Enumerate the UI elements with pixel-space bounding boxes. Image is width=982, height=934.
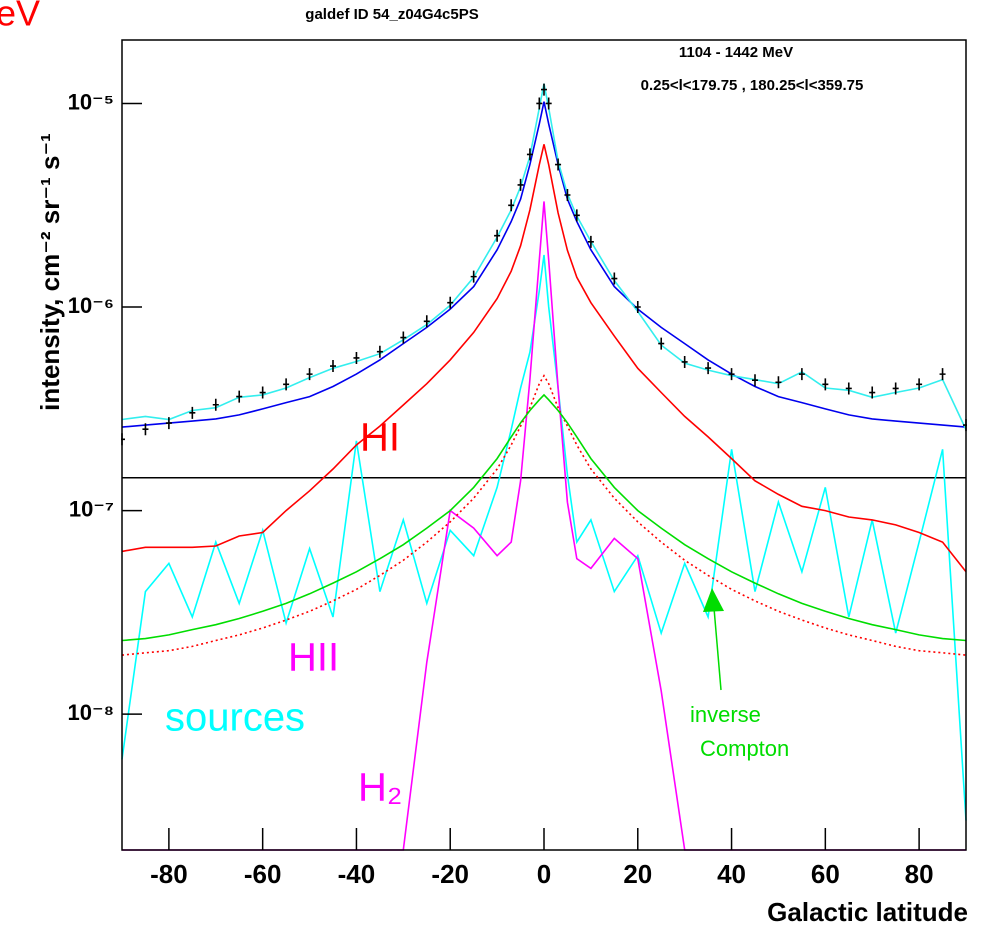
data-point (728, 368, 735, 381)
x-tick-label: -40 (338, 859, 376, 889)
y-axis-label: intensity, cm⁻² sr⁻¹ s⁻¹ (35, 133, 65, 411)
data-point (752, 374, 758, 387)
data-point (845, 382, 852, 395)
data-point (508, 199, 515, 212)
data-point (587, 235, 594, 248)
series-line (121, 101, 967, 428)
series-line (121, 254, 967, 821)
x-tick-label: 80 (905, 859, 934, 889)
corner-label: eV (0, 0, 40, 34)
data-point (564, 189, 571, 202)
annotation: Compton (700, 736, 789, 761)
annotation: HI (360, 416, 400, 460)
data-point (869, 386, 876, 399)
series-line (121, 393, 967, 642)
data-point (892, 382, 899, 395)
data-point (822, 378, 829, 391)
data-point (545, 97, 552, 110)
data-point (658, 337, 665, 350)
data-point (165, 417, 172, 430)
annotation: H₂ (358, 766, 402, 810)
x-tick-label: 0 (537, 859, 551, 889)
x-axis-label: Galactic latitude (767, 897, 968, 927)
longitude-range: 0.25<l<179.75 , 180.25<l<359.75 (641, 77, 864, 94)
y-tick-label: 10⁻⁷ (69, 496, 114, 521)
arrow-head (703, 588, 724, 612)
data-point (212, 398, 219, 411)
x-tick-label: 40 (717, 859, 746, 889)
data-point (306, 368, 313, 381)
x-tick-label: -20 (431, 859, 469, 889)
data-point (353, 351, 360, 364)
energy-range: 1104 - 1442 MeV (679, 44, 793, 61)
annotation: HII (288, 636, 339, 680)
x-tick-label: 20 (623, 859, 652, 889)
data-point (775, 376, 782, 389)
annotation: inverse (690, 702, 761, 727)
data-point (634, 301, 641, 314)
data-point (705, 362, 712, 375)
data-point (142, 423, 149, 436)
data-point (526, 148, 533, 161)
series-line (121, 374, 967, 656)
data-point (681, 355, 688, 368)
data-point (611, 272, 618, 285)
data-point (555, 158, 562, 171)
y-tick-label: 10⁻⁵ (68, 89, 114, 114)
data-point (400, 331, 407, 344)
data-point (189, 406, 196, 419)
x-tick-label: -80 (150, 859, 188, 889)
data-point (376, 345, 383, 358)
y-tick-label: 10⁻⁸ (68, 700, 114, 725)
data-point (536, 97, 543, 110)
data-point (494, 229, 501, 242)
annotation: sources (165, 696, 305, 740)
x-tick-label: -60 (244, 859, 282, 889)
series-line (121, 144, 967, 573)
data-point (330, 360, 336, 373)
data-point (939, 368, 946, 381)
chart-title: galdef ID 54_z04G4c5PS (305, 6, 478, 23)
data-point (916, 378, 923, 391)
data-point (283, 378, 290, 391)
data-point (573, 209, 580, 222)
x-tick-label: 60 (811, 859, 840, 889)
data-point (236, 390, 243, 403)
data-point (447, 296, 454, 309)
data-point (798, 368, 805, 381)
data-point (259, 386, 266, 399)
arrow-shaft (713, 607, 722, 691)
data-point (541, 83, 547, 96)
data-point (517, 178, 524, 191)
data-point (470, 270, 477, 283)
y-tick-label: 10⁻⁶ (68, 293, 114, 318)
data-point (423, 315, 430, 328)
